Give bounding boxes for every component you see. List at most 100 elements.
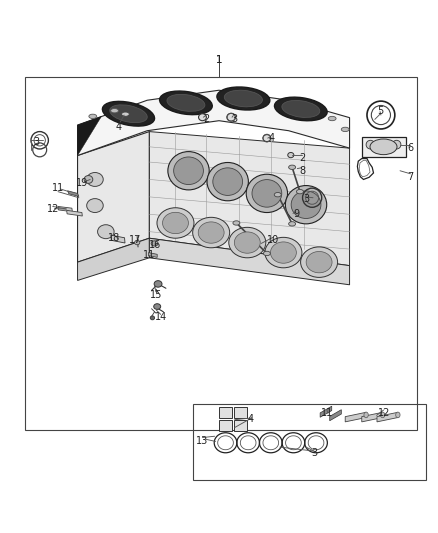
Ellipse shape [275,97,327,121]
Polygon shape [149,238,350,285]
Ellipse shape [364,412,368,418]
Circle shape [379,140,388,149]
Ellipse shape [154,304,161,309]
Polygon shape [58,206,72,212]
Text: 3: 3 [303,195,309,205]
Ellipse shape [207,163,248,201]
Text: 5: 5 [377,106,383,116]
Text: 1: 1 [216,55,222,65]
Polygon shape [377,413,398,422]
Text: 19: 19 [76,177,88,188]
Ellipse shape [134,240,140,245]
Text: 2: 2 [203,114,209,124]
Text: 17: 17 [129,236,141,245]
Text: 4: 4 [247,414,254,424]
Polygon shape [67,211,82,216]
Ellipse shape [300,247,338,277]
Ellipse shape [150,316,155,320]
Ellipse shape [159,91,212,115]
Ellipse shape [98,225,114,239]
Text: 14: 14 [155,312,167,322]
Ellipse shape [157,208,194,238]
Polygon shape [345,413,366,422]
Polygon shape [219,407,232,418]
Text: 1: 1 [215,55,223,65]
Polygon shape [148,253,157,257]
Ellipse shape [396,412,400,418]
Ellipse shape [162,212,188,233]
Ellipse shape [263,251,270,256]
Ellipse shape [306,252,332,273]
Text: 3: 3 [33,138,39,148]
Text: 3: 3 [231,114,237,124]
Ellipse shape [227,114,236,121]
Ellipse shape [289,165,296,169]
Ellipse shape [89,114,97,118]
Polygon shape [234,407,247,418]
Ellipse shape [370,139,397,155]
Polygon shape [78,238,149,280]
Text: 9: 9 [293,209,300,219]
Polygon shape [67,191,79,197]
Text: 6: 6 [407,143,413,153]
Polygon shape [78,116,102,156]
Ellipse shape [198,114,206,120]
Text: 11: 11 [52,183,64,193]
Ellipse shape [154,281,162,287]
Text: 8: 8 [300,166,306,176]
Ellipse shape [274,192,281,197]
Ellipse shape [265,237,302,268]
Ellipse shape [102,101,155,126]
Ellipse shape [282,100,320,117]
Ellipse shape [173,157,203,184]
Polygon shape [219,419,232,431]
Ellipse shape [297,189,304,194]
Circle shape [366,140,375,149]
Text: 12: 12 [378,408,391,418]
Text: 11: 11 [143,250,155,260]
Ellipse shape [263,135,271,142]
Text: 3: 3 [312,448,318,458]
Ellipse shape [286,185,327,224]
Ellipse shape [234,232,260,253]
Ellipse shape [167,94,205,111]
Polygon shape [362,413,383,422]
Ellipse shape [168,151,209,190]
Polygon shape [362,137,406,157]
Polygon shape [234,419,247,431]
Ellipse shape [233,221,240,225]
Ellipse shape [291,191,321,219]
Text: 11: 11 [321,408,333,418]
Ellipse shape [121,112,129,116]
Ellipse shape [271,242,297,263]
Text: 18: 18 [108,233,120,243]
Text: 13: 13 [196,437,208,447]
Ellipse shape [246,174,288,213]
Ellipse shape [341,127,349,132]
Text: 7: 7 [407,172,413,182]
Ellipse shape [198,222,224,243]
Ellipse shape [288,152,294,158]
Ellipse shape [252,180,282,207]
Ellipse shape [110,105,147,123]
Ellipse shape [87,173,103,187]
Ellipse shape [229,228,266,258]
Polygon shape [78,90,350,156]
Polygon shape [320,406,332,417]
Text: 2: 2 [300,152,306,163]
Text: 4: 4 [116,122,122,132]
Ellipse shape [87,199,103,213]
Polygon shape [149,132,350,265]
Text: 10: 10 [267,236,279,245]
Ellipse shape [328,116,336,120]
Polygon shape [111,235,125,243]
Ellipse shape [193,217,230,248]
Ellipse shape [217,87,270,110]
Ellipse shape [381,412,385,418]
Ellipse shape [84,175,93,183]
Ellipse shape [111,109,118,113]
Text: 15: 15 [150,290,162,300]
Text: 12: 12 [46,204,59,214]
Ellipse shape [151,241,158,246]
Text: 4: 4 [268,133,274,143]
